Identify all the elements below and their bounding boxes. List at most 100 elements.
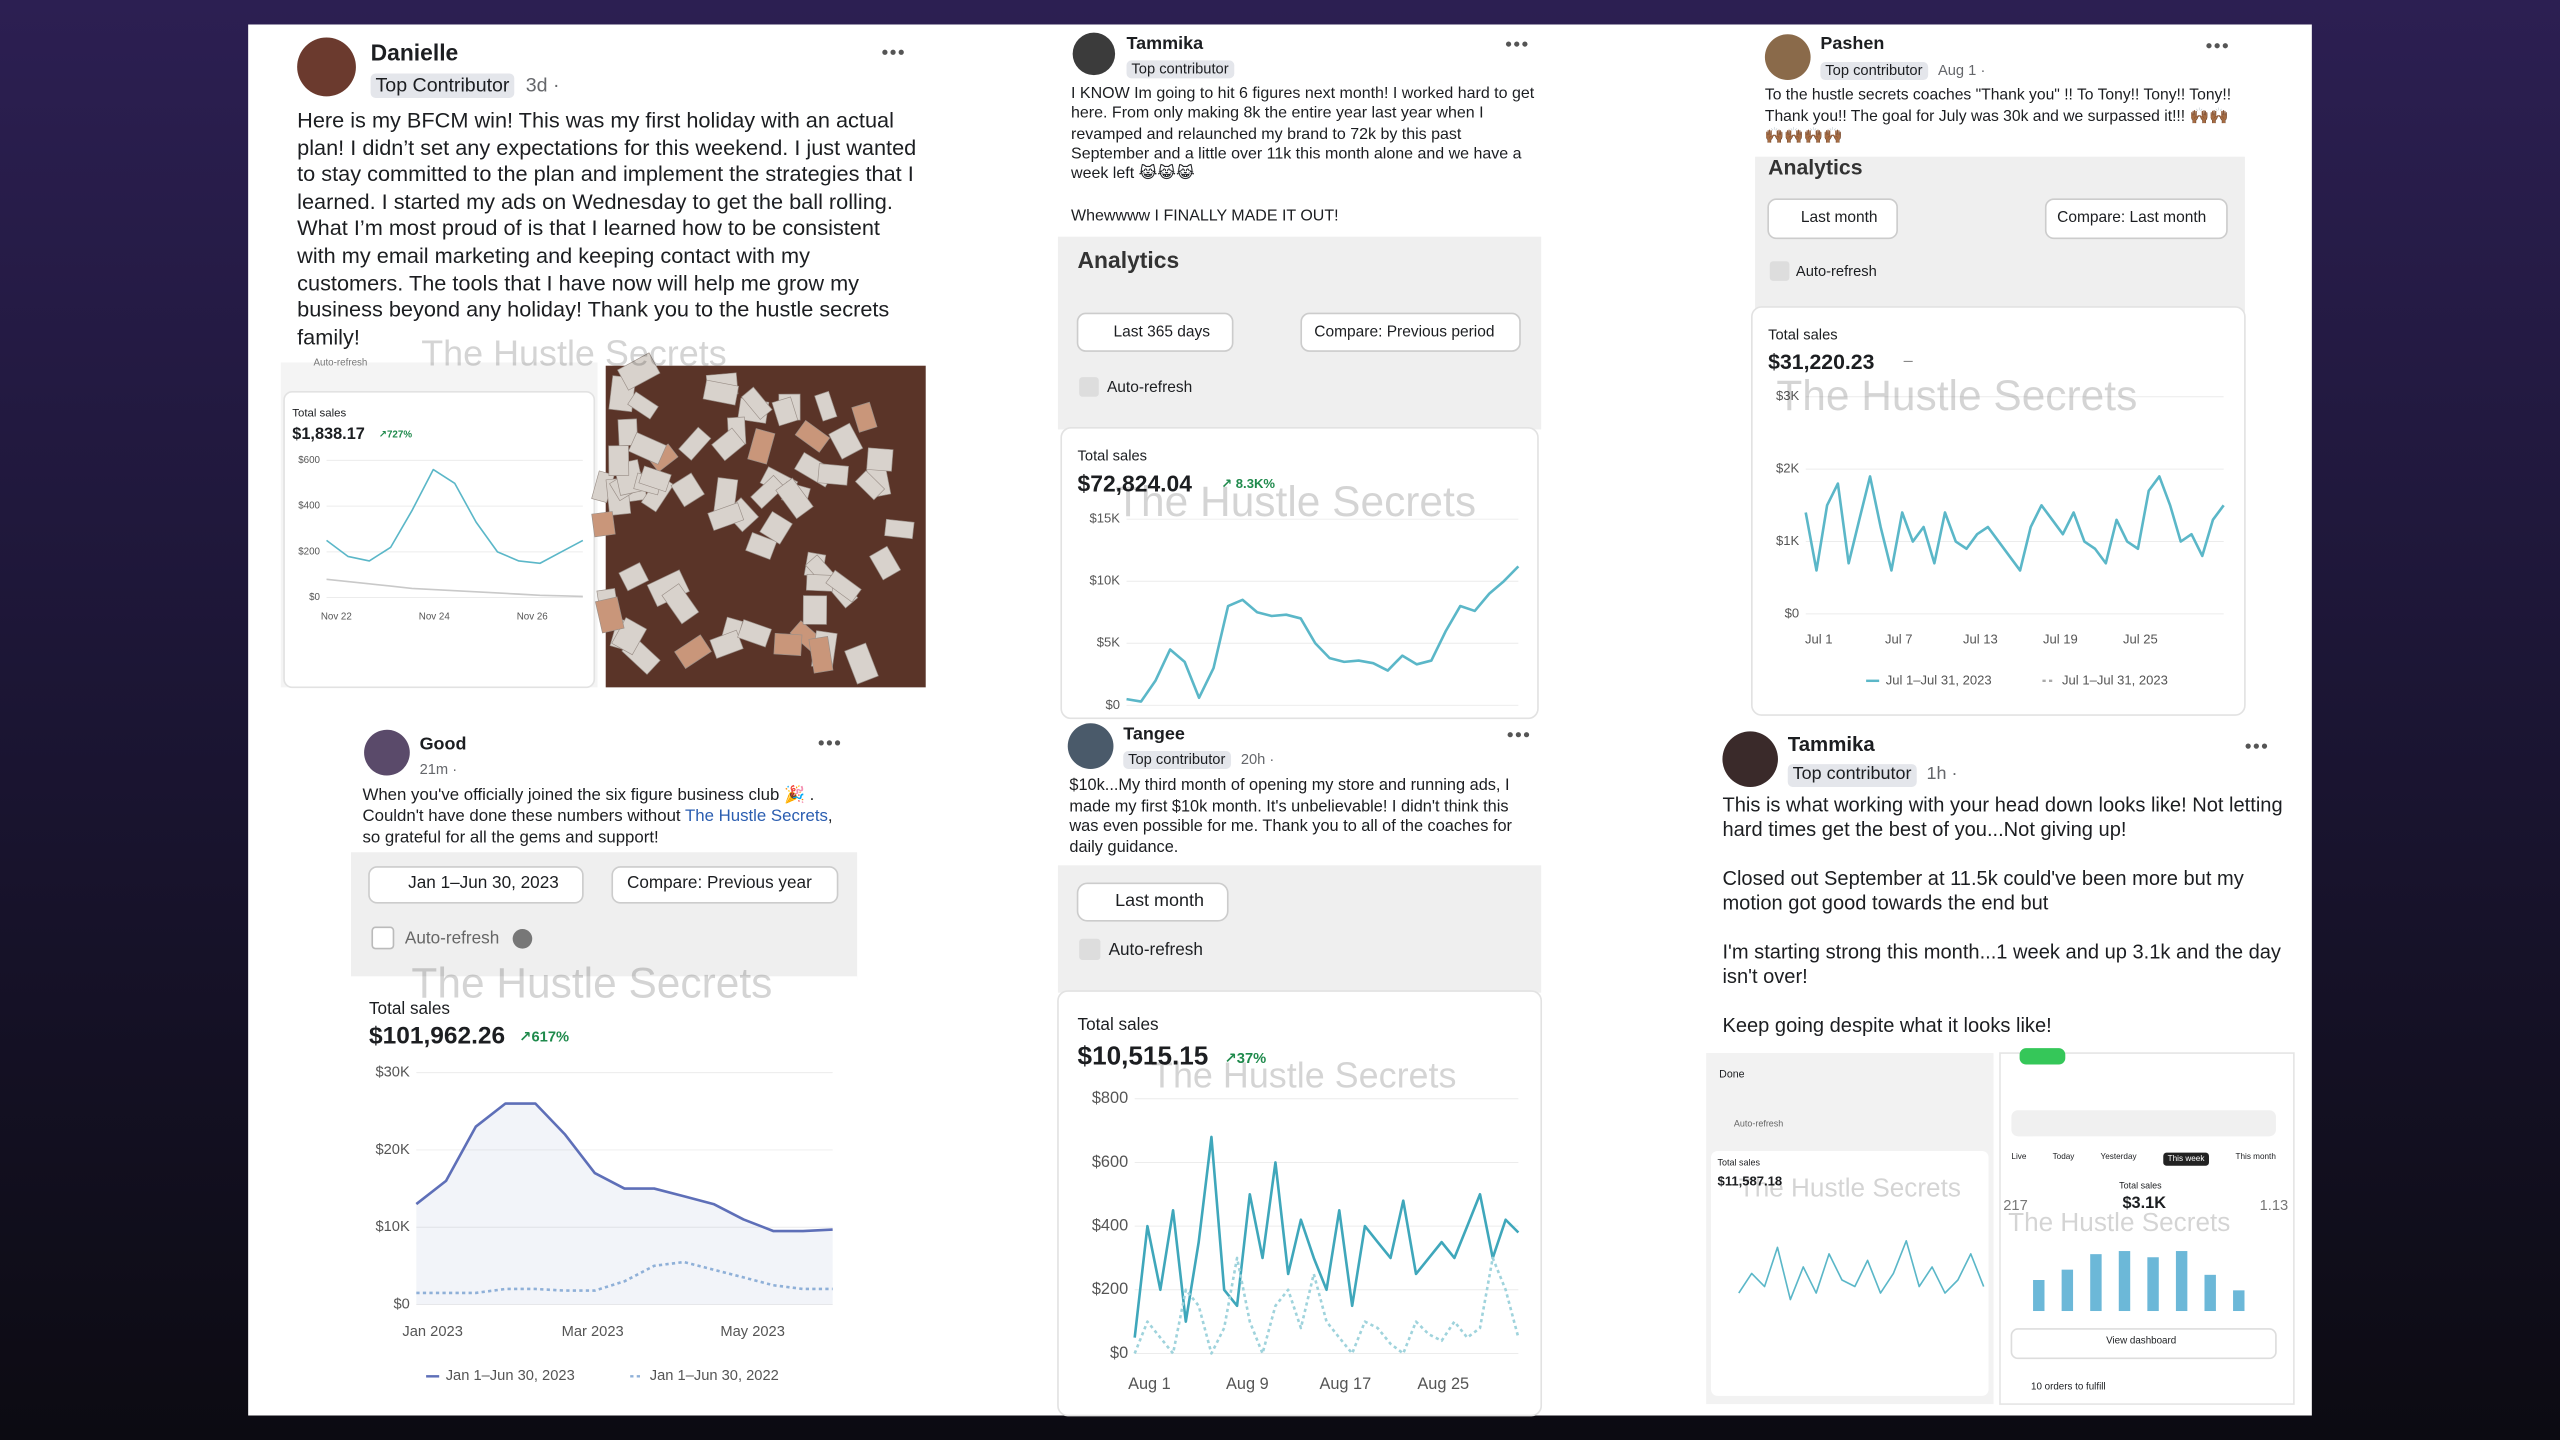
tab[interactable]: Today (2052, 1152, 2075, 1163)
watermark: The Hustle Secrets (411, 958, 773, 1008)
change: ↗727% (378, 431, 413, 441)
menu-dot (818, 740, 824, 746)
post-text: $10k...My third month of opening my stor… (1069, 777, 1512, 858)
total-label: Total sales (2119, 1182, 2162, 1192)
avatar (297, 37, 356, 97)
bar (2233, 1290, 2245, 1312)
x-tick-label: Jan 2023 (402, 1324, 462, 1340)
button (611, 866, 839, 904)
x-tick-label: Jul 1 (1805, 631, 1833, 646)
package (737, 619, 772, 648)
text: When you've officially joined the six fi… (362, 786, 815, 827)
bar (2033, 1280, 2045, 1312)
tabs: Live Today Yesterday This week This month (2011, 1152, 2276, 1167)
package (884, 518, 915, 540)
y-tick-label: $600 (298, 455, 320, 466)
watermark: The Hustle Secrets (1151, 1054, 1457, 1096)
menu-dot (1514, 41, 1520, 47)
menu-dot (2261, 743, 2268, 749)
date-range: Jan 1–Jun 30, 2023 (408, 873, 559, 894)
package (825, 569, 862, 603)
change: ↗37% (1224, 1049, 1267, 1067)
watermark: The Hustle Secrets (1738, 1175, 1961, 1204)
package (702, 379, 740, 406)
package (851, 401, 878, 433)
avatar (1764, 34, 1811, 80)
menu-dot (1522, 41, 1528, 47)
tab[interactable]: Live (2011, 1152, 2027, 1163)
package (618, 562, 650, 592)
y-tick-label: $2K (1776, 461, 1800, 476)
menu-dot (2245, 743, 2251, 749)
checkbox (1079, 377, 1099, 397)
x-tick-label: Mar 2023 (562, 1324, 624, 1340)
badge: Top contributor (1787, 764, 1917, 787)
y-tick-label: $0 (1785, 605, 1800, 620)
tab[interactable]: This month (2235, 1152, 2276, 1163)
stat: 1.13 (2259, 1196, 2289, 1214)
package (711, 427, 746, 462)
package (814, 390, 838, 422)
bar (2175, 1251, 2188, 1312)
button[interactable]: View dashboard (2106, 1337, 2177, 1347)
author: Pashen (1820, 34, 1885, 54)
date-range: Last 365 days (1113, 323, 1211, 342)
card (283, 391, 596, 689)
watermark: The Hustle Secrets (1115, 476, 1477, 526)
done[interactable]: Done (1719, 1069, 1745, 1081)
total-label: Total sales (1768, 326, 1838, 343)
menu-dot (2214, 43, 2220, 49)
package (775, 477, 814, 520)
total: $11,587.18 (1717, 1173, 1783, 1189)
total: $10,515.15 (1077, 1043, 1209, 1072)
checkbox (1079, 938, 1101, 960)
line (1804, 475, 2225, 572)
package (750, 474, 785, 510)
search-box (2011, 1110, 2276, 1137)
link[interactable]: The Hustle Secrets (684, 808, 828, 827)
package (866, 447, 894, 472)
total-label: Total sales (1717, 1159, 1760, 1169)
x-tick-label: Aug 1 (1128, 1375, 1171, 1393)
time: 1h · (1926, 764, 1958, 784)
y-tick-label: $0 (393, 1296, 409, 1312)
package (627, 391, 659, 420)
section-title: Analytics (1768, 155, 1863, 180)
package (591, 511, 616, 538)
legend-label: Jan 1–Jun 30, 2022 (650, 1368, 779, 1384)
card (1060, 426, 1539, 720)
y-tick-label: $30K (375, 1065, 410, 1081)
package (828, 422, 864, 460)
menu-dot (1507, 732, 1513, 738)
orders[interactable]: 10 orders to fulfill (2031, 1382, 2106, 1393)
card (1057, 990, 1543, 1417)
post-text: Keep going despite what it looks like! (1722, 1013, 2052, 1037)
text: , so grateful for all the gems and suppo… (362, 808, 833, 848)
section-title: Analytics (1077, 246, 1180, 273)
package (608, 445, 630, 476)
change: – (1903, 352, 1913, 371)
date-range: Last month (1800, 208, 1878, 227)
total-label: Total sales (292, 408, 347, 420)
tab[interactable]: Yesterday (2100, 1152, 2137, 1163)
button (2010, 1328, 2277, 1360)
button (1300, 312, 1521, 352)
tab[interactable]: This week (2162, 1152, 2210, 1167)
y-tick-label: $1K (1776, 533, 1800, 548)
y-tick-label: $10K (1090, 573, 1121, 588)
button (368, 866, 584, 904)
line (415, 1102, 833, 1233)
package (773, 632, 803, 656)
bar (2090, 1254, 2102, 1312)
package (594, 596, 625, 634)
y-tick-label: $15K (1090, 511, 1121, 526)
package (808, 636, 834, 674)
package (628, 431, 667, 465)
x-tick-label: Aug 17 (1319, 1375, 1371, 1393)
package (869, 545, 902, 581)
legend-label: Jan 1–Jun 30, 2023 (446, 1368, 575, 1384)
watermark: The Hustle Secrets (2008, 1209, 2231, 1238)
line (326, 578, 583, 598)
bar (2118, 1251, 2131, 1312)
